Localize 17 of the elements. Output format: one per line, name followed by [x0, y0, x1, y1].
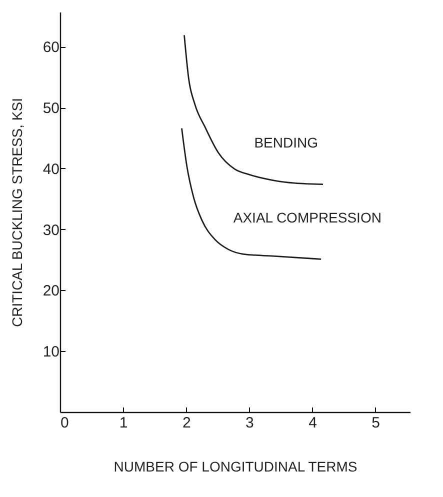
series-label: AXIAL COMPRESSION	[233, 209, 382, 226]
y-tick-label: 60	[42, 39, 60, 56]
y-tick-label: 50	[42, 100, 60, 118]
x-tick-label: 5	[372, 414, 380, 432]
x-tick-label: 3	[246, 414, 254, 432]
x-tick-label: 1	[119, 414, 128, 432]
x-axis-title: NUMBER OF LONGITUDINAL TERMS	[114, 458, 358, 474]
y-axis-title: CRITICAL BUCKLING STRESS, KSI	[8, 98, 25, 327]
y-tick-label: 10	[42, 344, 60, 361]
y-tick-label: 40	[42, 160, 60, 178]
x-tick-label: 4	[308, 414, 317, 432]
x-tick-label: 0	[60, 414, 69, 432]
x-tick-label: 2	[182, 414, 191, 432]
line-series	[184, 34, 324, 185]
y-tick-label: 30	[42, 222, 60, 239]
series-label: BENDING	[254, 134, 318, 151]
y-tick-label: 20	[42, 282, 60, 300]
